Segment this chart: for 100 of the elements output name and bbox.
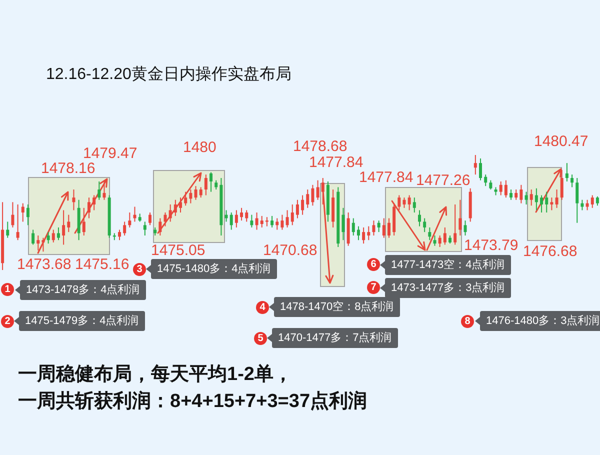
candlestick: [458, 199, 462, 236]
candlestick: [510, 189, 513, 200]
candlestick: [372, 220, 376, 236]
annotation: 3: [133, 263, 146, 276]
candlestick: [245, 210, 248, 222]
candlestick: [311, 184, 314, 206]
candlestick: [270, 215, 274, 228]
candlestick: [118, 229, 121, 241]
candlestick: [514, 189, 518, 200]
text: 7: [367, 281, 380, 294]
text: 1473-1478多：4点利润: [20, 280, 146, 300]
candlestick: [352, 218, 355, 236]
candlestick: [189, 189, 192, 204]
candlestick: [443, 226, 446, 246]
text: 一周共斩获利润：8+4+15+7+3=37点利润: [18, 391, 368, 413]
annotation: 1477.26: [415, 172, 472, 188]
candlestick: [499, 180, 502, 196]
candlestick: [382, 218, 386, 238]
annotation: 1473.68: [16, 256, 72, 273]
candlestick: [6, 221, 10, 238]
candlestick: [102, 180, 106, 200]
candlestick: [184, 191, 188, 206]
annotation: 1473.79: [463, 237, 520, 254]
text: 1475-1479多：4点利润: [19, 311, 145, 331]
annotation: 1477.84: [308, 154, 364, 170]
text: 4: [256, 301, 269, 314]
candlestick: [423, 218, 426, 233]
candlestick: [464, 220, 467, 236]
candlestick: [21, 202, 24, 222]
candlestick: [42, 237, 45, 252]
annotation: 1479.47: [82, 144, 138, 162]
candlestick: [454, 204, 457, 246]
candlestick: [316, 180, 320, 200]
candlestick: [62, 210, 66, 246]
candlestick: [82, 207, 86, 236]
candlestick: [367, 226, 370, 241]
candlestick: [377, 220, 380, 233]
text: 1: [1, 283, 14, 296]
candlestick: [296, 199, 299, 219]
annotation: 1480: [182, 138, 218, 156]
annotation: 1475.16: [74, 256, 130, 273]
candlestick: [87, 197, 90, 219]
candlestick: [412, 197, 416, 213]
candlestick: [418, 210, 421, 227]
text: 1470-1477多：7点利润: [272, 328, 398, 348]
candlestick: [550, 197, 554, 211]
candlestick: [433, 235, 436, 246]
candlestick: [280, 214, 284, 230]
candlestick: [194, 186, 198, 200]
candlestick: [534, 188, 538, 211]
candlestick: [438, 235, 442, 248]
candlestick: [570, 174, 574, 188]
candlestick: [590, 194, 594, 208]
candlestick: [143, 221, 146, 236]
text: 8: [461, 315, 474, 328]
candlestick: [520, 184, 523, 204]
candlestick: [489, 180, 492, 190]
candlestick: [214, 180, 218, 190]
candlestick: [260, 215, 264, 228]
candlestick: [504, 180, 508, 198]
candlestick: [123, 221, 126, 236]
candlestick: [16, 204, 20, 241]
candlestick: [286, 210, 289, 228]
candlestick: [224, 210, 228, 222]
text: 1476-1480多：3点利润: [480, 311, 600, 331]
candlestick: [530, 189, 533, 206]
annotation: 1475-1480多：4点利润: [151, 259, 277, 279]
candlestick: [479, 158, 482, 181]
candlestick: [98, 180, 101, 200]
annotation: 1477.84: [358, 168, 414, 186]
annotation: 6: [367, 258, 380, 271]
candlestick: [210, 172, 213, 192]
candlestick: [321, 178, 324, 205]
candlestick: [204, 174, 208, 196]
candlestick: [250, 214, 254, 228]
candlestick: [199, 186, 202, 198]
candlestick: [36, 235, 40, 251]
candlestick: [290, 204, 294, 226]
candlestick: [596, 196, 599, 206]
candlestick: [580, 199, 584, 211]
annotation: 1475.05: [150, 242, 206, 259]
candlestick: [240, 207, 244, 222]
candlestick: [560, 169, 564, 200]
candlestick: [158, 218, 162, 236]
candlestick: [408, 194, 411, 211]
candlestick: [72, 189, 76, 211]
candlestick: [301, 194, 304, 216]
candlestick: [545, 191, 548, 213]
candlestick: [46, 232, 50, 244]
candlestick: [174, 199, 177, 216]
candlestick: [474, 155, 477, 176]
candlestick: [234, 210, 238, 228]
candlestick: [133, 206, 136, 222]
candlestick: [342, 207, 345, 241]
text: 2: [1, 315, 14, 328]
candlestick: [565, 162, 568, 182]
candlestick: [255, 212, 258, 230]
candlestick: [11, 202, 14, 228]
candlestick: [67, 214, 70, 233]
candlestick: [230, 212, 233, 230]
